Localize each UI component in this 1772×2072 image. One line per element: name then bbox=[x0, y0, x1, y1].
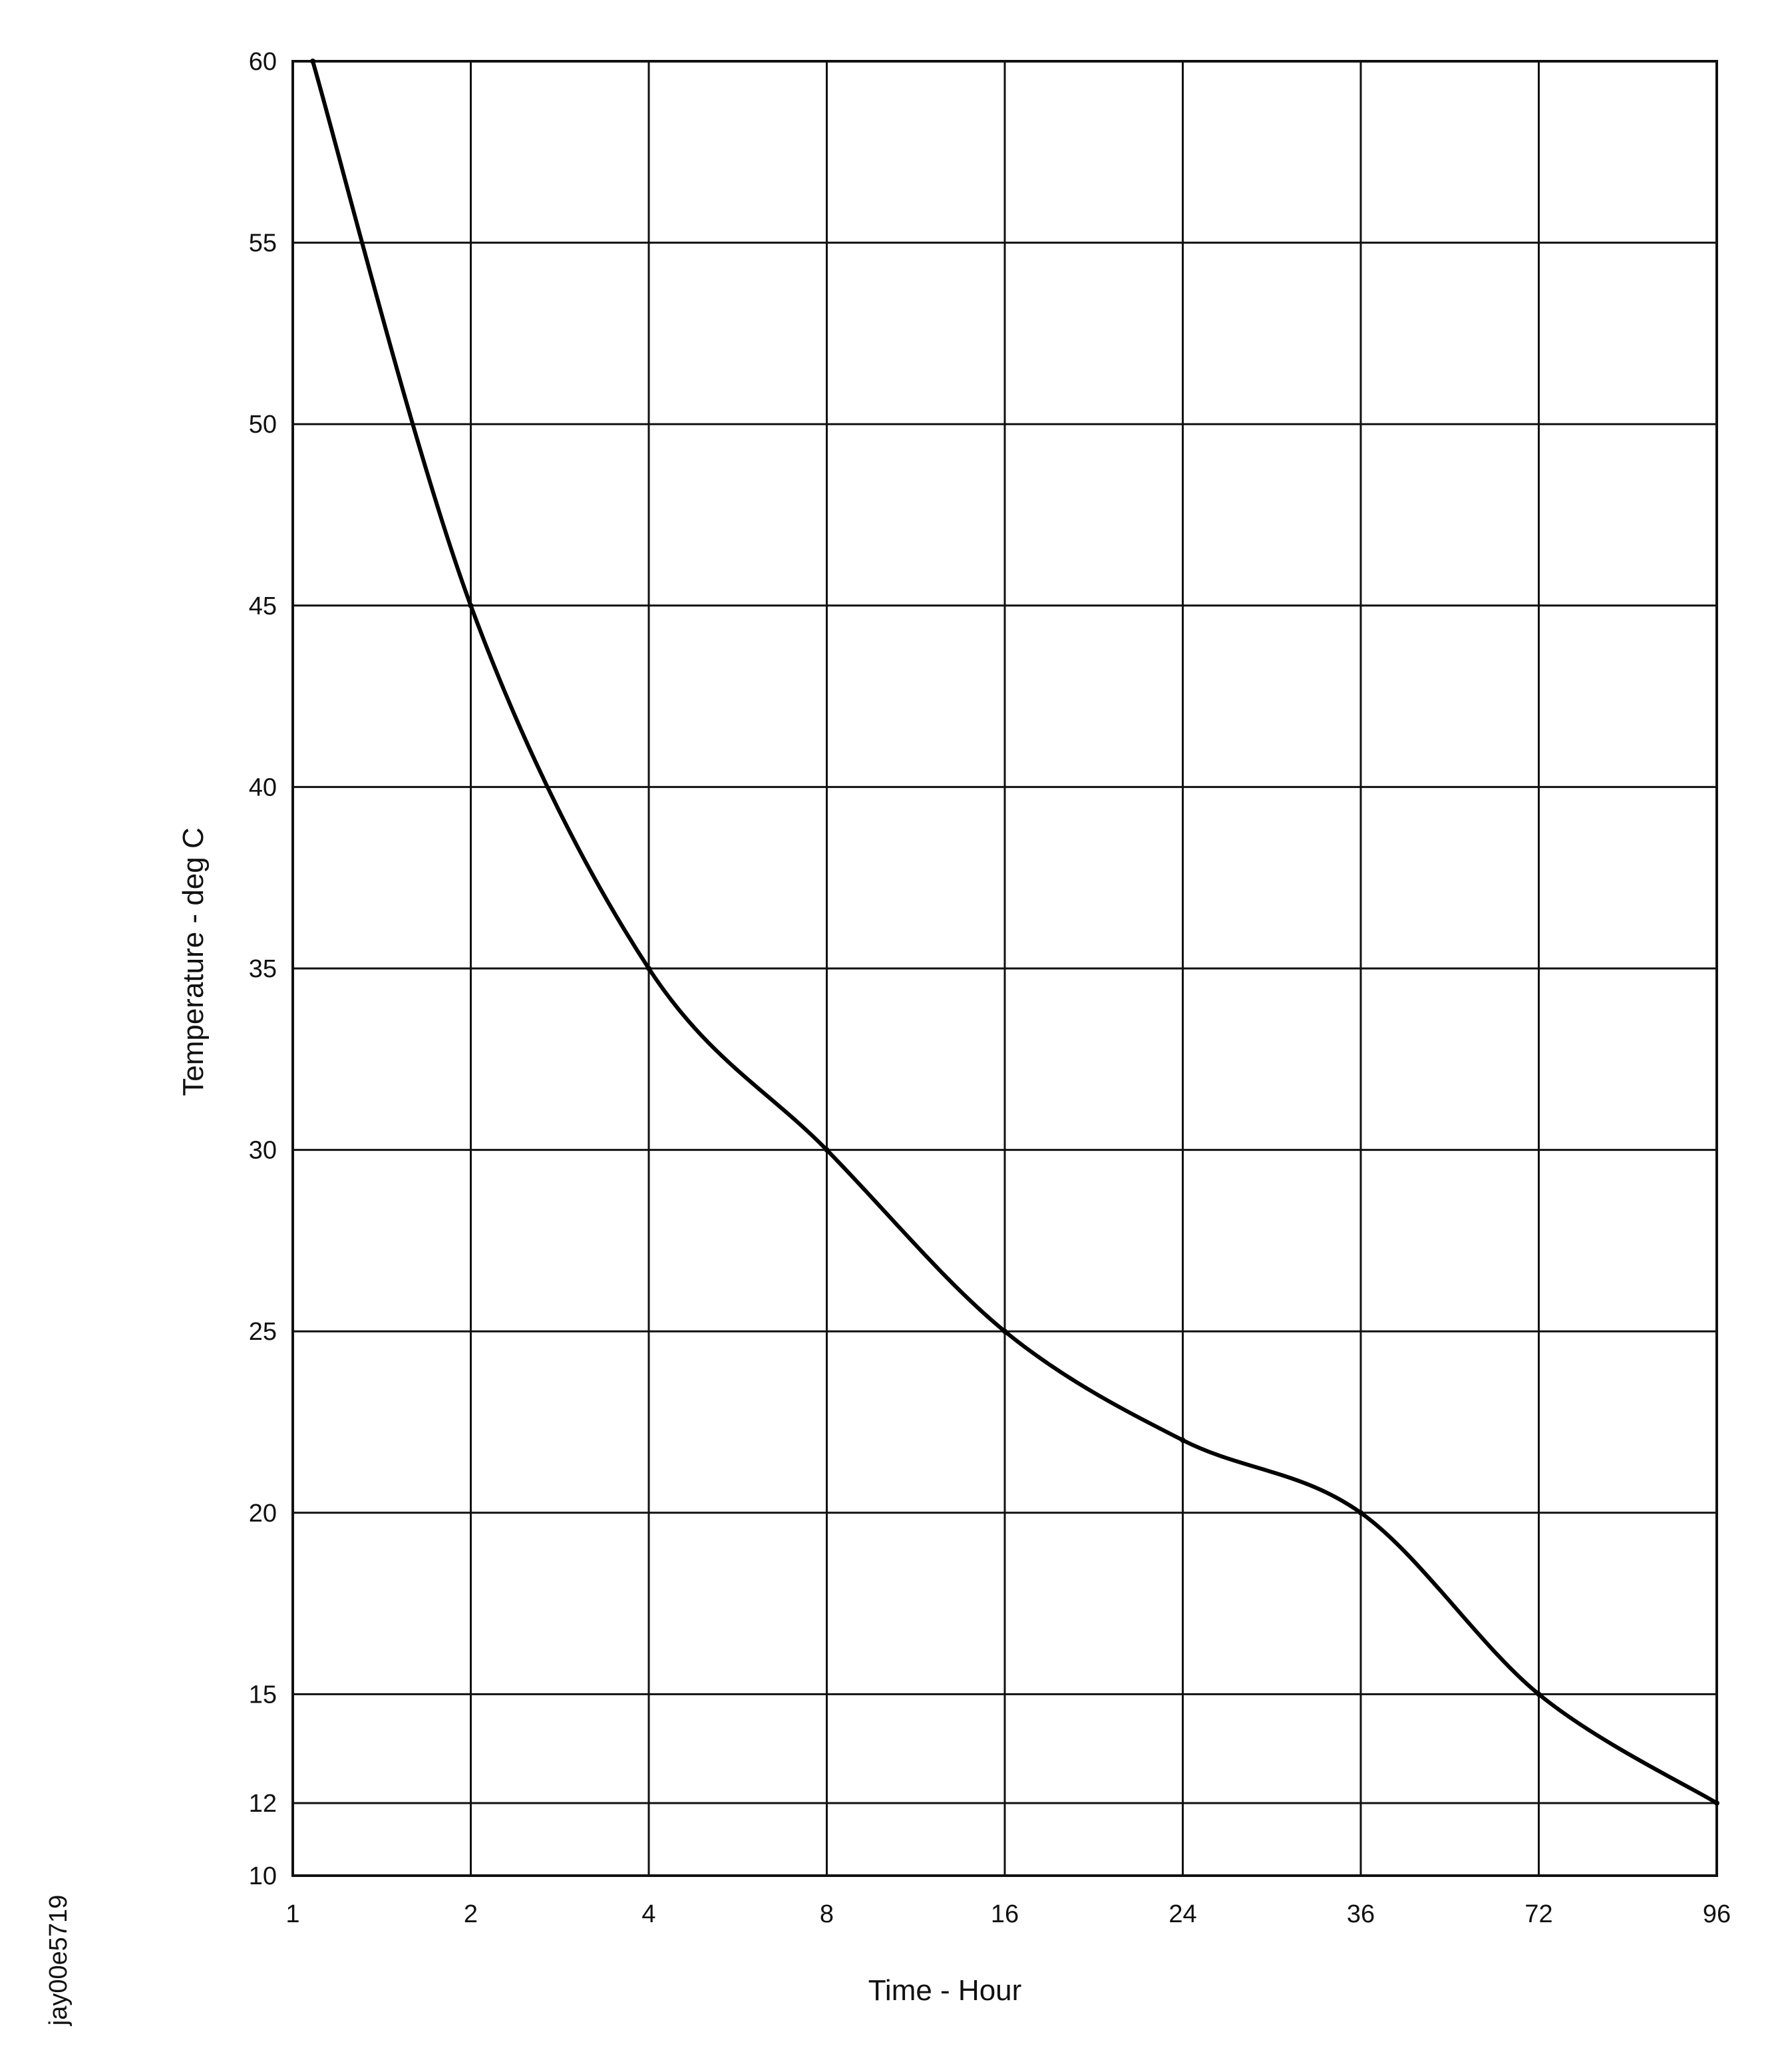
x-tick-label: 72 bbox=[1524, 1900, 1552, 1928]
x-tick-label: 96 bbox=[1703, 1900, 1731, 1928]
y-tick-label: 12 bbox=[249, 1790, 277, 1818]
data-point bbox=[1714, 1800, 1719, 1806]
series-layer bbox=[310, 59, 1719, 1806]
y-tick-label: 10 bbox=[249, 1862, 277, 1890]
x-tick-label: 16 bbox=[991, 1900, 1019, 1928]
data-point bbox=[1002, 1329, 1007, 1335]
y-tick-label: 50 bbox=[249, 411, 277, 439]
y-axis-title: Temperature - deg C bbox=[177, 827, 210, 1096]
y-tick-label: 55 bbox=[249, 230, 277, 258]
x-axis-title: Time - Hour bbox=[868, 1974, 1022, 2007]
data-point bbox=[1180, 1437, 1186, 1443]
data-point bbox=[1358, 1510, 1363, 1516]
y-tick-label: 25 bbox=[249, 1318, 277, 1346]
y-tick-label: 60 bbox=[249, 48, 277, 76]
y-tick-label: 45 bbox=[249, 592, 277, 620]
data-point bbox=[468, 602, 474, 608]
x-tick-label: 4 bbox=[641, 1900, 655, 1928]
x-tick-label: 8 bbox=[820, 1900, 834, 1928]
y-tick-label: 20 bbox=[249, 1500, 277, 1528]
y-tick-label: 30 bbox=[249, 1137, 277, 1165]
grid bbox=[291, 60, 1718, 1877]
y-tick-label: 15 bbox=[249, 1681, 277, 1709]
x-tick-label: 1 bbox=[285, 1900, 299, 1928]
y-axis-ticks: 10 12 15 20 25 30 35 40 45 50 55 60 bbox=[249, 48, 277, 1890]
y-tick-label: 40 bbox=[249, 773, 277, 801]
x-tick-label: 2 bbox=[464, 1900, 478, 1928]
document-code: jay00e5719 bbox=[45, 1895, 73, 2027]
x-axis-ticks: 1 2 4 8 16 24 36 72 96 bbox=[285, 1900, 1731, 1928]
x-tick-label: 24 bbox=[1168, 1900, 1196, 1928]
data-point bbox=[1536, 1691, 1542, 1697]
temperature-curve bbox=[311, 59, 1719, 1805]
data-point bbox=[824, 1147, 830, 1153]
data-point bbox=[310, 59, 315, 64]
x-tick-label: 36 bbox=[1347, 1900, 1375, 1928]
data-point bbox=[646, 966, 651, 971]
y-tick-label: 35 bbox=[249, 955, 277, 983]
